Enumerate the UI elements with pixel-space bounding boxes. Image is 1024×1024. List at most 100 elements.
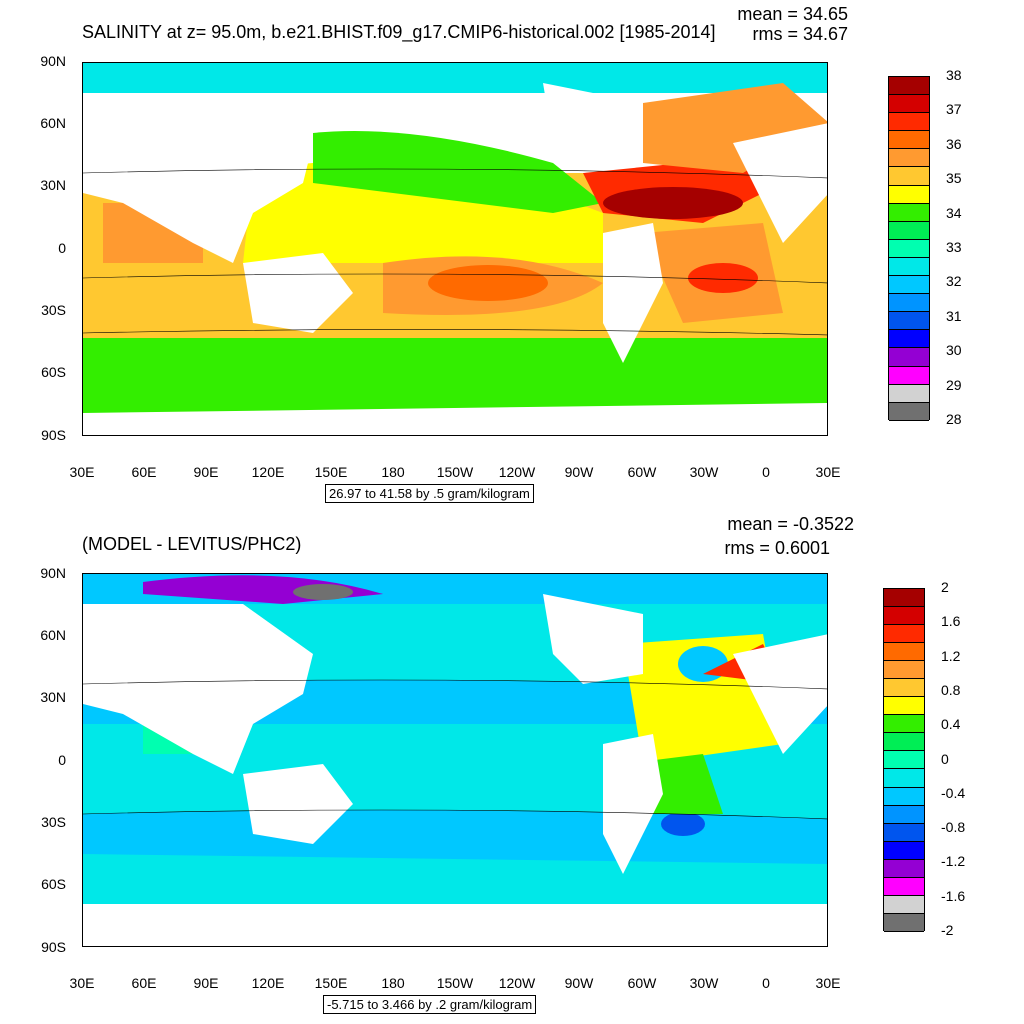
lat-label-90n: 90N: [40, 53, 66, 69]
lat-label-30s: 30S: [41, 814, 66, 830]
colorbar-label: 35: [946, 170, 962, 187]
colorbar-label: -1.2: [941, 853, 966, 870]
colorbar-label: -2: [941, 922, 954, 938]
colorbar-swatch: [884, 751, 924, 770]
mean-stat: mean = 34.65: [737, 4, 848, 24]
lat-label-60s: 60S: [41, 364, 66, 380]
colorbar-swatch: [889, 203, 929, 222]
colorbar-label: 31: [946, 307, 962, 324]
colorbar-label: 0.8: [941, 681, 961, 698]
colorbar-swatch: [884, 589, 924, 608]
colorbar-swatch: [889, 77, 929, 96]
colorbar-label: 2: [941, 579, 949, 595]
salinity-map-graphic: [83, 63, 827, 435]
lon-label: 30E: [815, 975, 841, 991]
lon-label: 30W: [689, 975, 719, 991]
colorbar-swatch: [884, 859, 924, 878]
rms-stat: rms = 0.6001: [724, 538, 830, 558]
colorbar-label: 29: [946, 376, 962, 393]
lon-label: 120W: [498, 975, 536, 991]
colorbar-swatch: [889, 330, 929, 349]
colorbar-label: -0.4: [941, 784, 966, 801]
difference-map: [82, 573, 828, 947]
lon-label: 150E: [314, 975, 348, 991]
lat-label-30n: 30N: [40, 177, 66, 193]
colorbar-swatch: [889, 131, 929, 150]
panel-title: SALINITY at z= 95.0m, b.e21.BHIST.f09_g1…: [82, 22, 716, 42]
colorbar-swatch: [884, 841, 924, 860]
colorbar-swatch: [884, 769, 924, 788]
colorbar-swatch: [889, 167, 929, 186]
colorbar-swatch: [884, 661, 924, 680]
range-note: 26.97 to 41.58 by .5 gram/kilogram: [325, 484, 534, 503]
lat-label-60n: 60N: [40, 115, 66, 131]
colorbar-label: 1.6: [941, 613, 961, 630]
colorbar: [883, 588, 925, 932]
colorbar-swatch: [884, 913, 924, 932]
salinity-map: [82, 62, 828, 436]
colorbar-swatch: [889, 113, 929, 132]
lon-label: 30E: [815, 464, 841, 480]
colorbar-swatch: [889, 221, 929, 240]
lat-label-0: 0: [58, 240, 66, 256]
colorbar-label: 28: [946, 411, 962, 427]
lon-label: 0: [762, 975, 770, 991]
colorbar-label: 0: [941, 750, 949, 767]
lon-label: 30E: [69, 975, 95, 991]
range-note: -5.715 to 3.466 by .2 gram/kilogram: [323, 995, 537, 1014]
rms-stat: rms = 34.67: [752, 24, 848, 44]
colorbar-swatch: [884, 715, 924, 734]
panel-title: (MODEL - LEVITUS/PHC2): [82, 534, 302, 554]
lon-label: 180: [381, 464, 405, 480]
colorbar-swatch: [884, 805, 924, 824]
colorbar-swatch: [889, 149, 929, 168]
colorbar-swatch: [889, 239, 929, 258]
lon-label: 150W: [436, 975, 474, 991]
lat-label-90s: 90S: [41, 939, 66, 955]
colorbar-label: 32: [946, 273, 962, 290]
lon-label: 90E: [193, 464, 219, 480]
lon-label: 0: [762, 464, 770, 480]
lon-label: 120W: [498, 464, 536, 480]
lon-label: 120E: [251, 975, 285, 991]
lat-label-60s: 60S: [41, 876, 66, 892]
colorbar-swatch: [884, 877, 924, 896]
colorbar-label: 1.2: [941, 647, 961, 664]
lon-label: 90E: [193, 975, 219, 991]
salinity-panel: SALINITY at z= 95.0m, b.e21.BHIST.f09_g1…: [0, 0, 1024, 510]
lat-label-60n: 60N: [40, 627, 66, 643]
colorbar-swatch: [889, 95, 929, 114]
colorbar-swatch: [889, 348, 929, 367]
colorbar-swatch: [889, 402, 929, 421]
colorbar-swatch: [889, 294, 929, 313]
colorbar-swatch: [889, 366, 929, 385]
mean-stat: mean = -0.3522: [727, 514, 854, 534]
colorbar-label: -1.6: [941, 887, 966, 904]
colorbar-swatch: [884, 787, 924, 806]
colorbar-label: 34: [946, 204, 962, 221]
lat-label-30n: 30N: [40, 689, 66, 705]
colorbar-label: 33: [946, 239, 962, 255]
colorbar-swatch: [884, 625, 924, 644]
colorbar-swatch: [889, 185, 929, 204]
colorbar: [888, 76, 930, 421]
lon-label: 180: [381, 975, 405, 991]
colorbar-label: 37: [946, 101, 962, 118]
lon-label: 60E: [131, 975, 157, 991]
colorbar-label: 38: [946, 67, 962, 83]
lon-label: 150W: [436, 464, 474, 480]
colorbar-swatch: [884, 679, 924, 698]
colorbar-swatch: [884, 823, 924, 842]
lat-label-30s: 30S: [41, 302, 66, 318]
lon-label: 60E: [131, 464, 157, 480]
lon-label: 90W: [564, 975, 594, 991]
colorbar-swatch: [889, 257, 929, 277]
colorbar-swatch: [884, 895, 924, 914]
lat-label-0: 0: [58, 752, 66, 768]
colorbar-swatch: [884, 733, 924, 752]
lon-label: 30W: [689, 464, 719, 480]
colorbar-label: -0.8: [941, 819, 966, 836]
lon-label: 90W: [564, 464, 594, 480]
colorbar-label: 0.4: [941, 716, 961, 733]
